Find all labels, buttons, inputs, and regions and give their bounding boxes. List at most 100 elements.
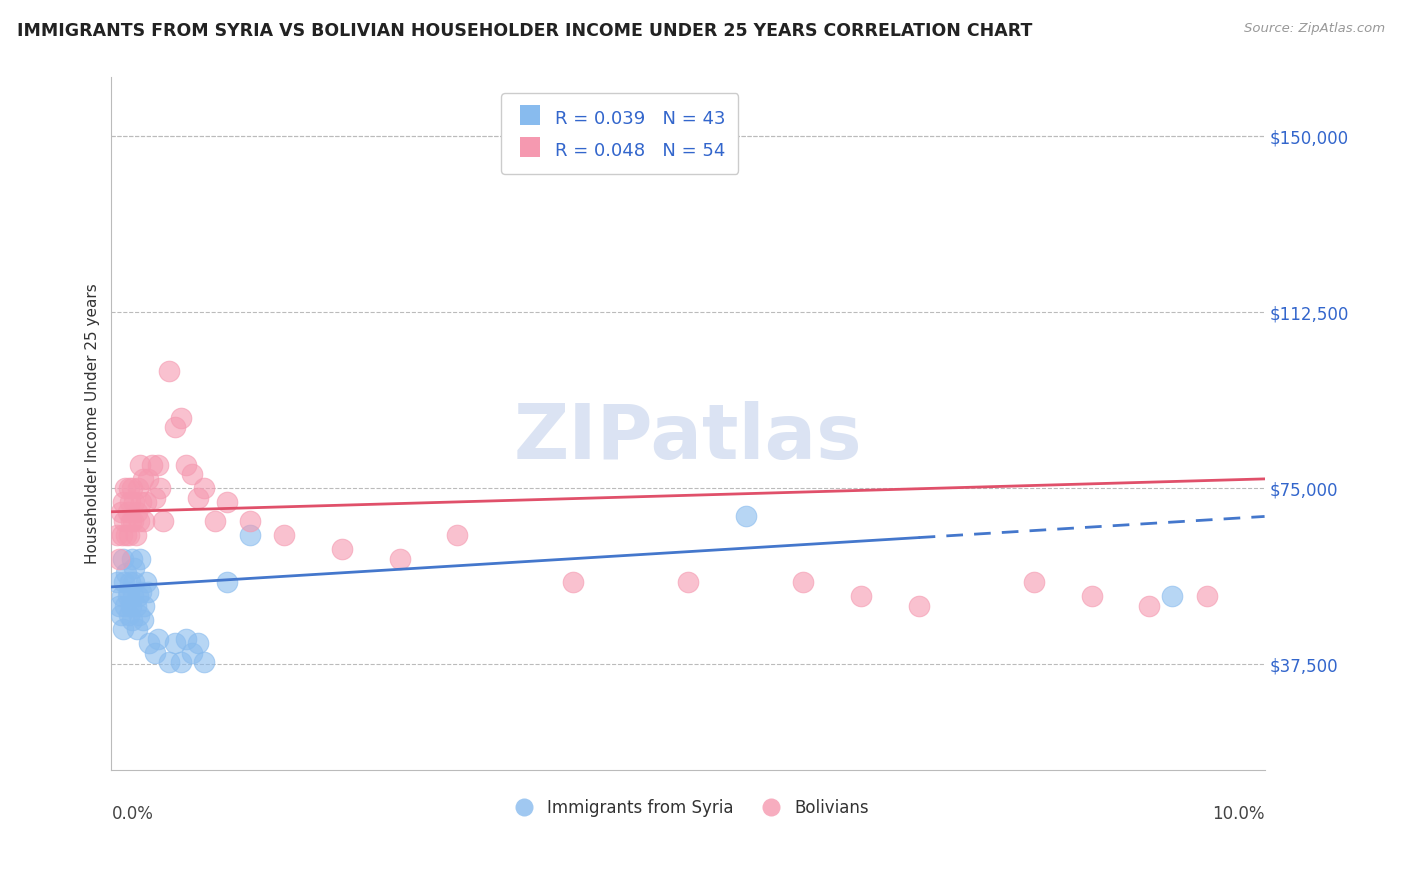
Point <box>561 575 583 590</box>
Point <box>1022 575 1045 590</box>
Point <box>157 655 180 669</box>
Point <box>163 636 186 650</box>
Point <box>1137 599 1160 613</box>
Point <box>112 575 135 590</box>
Point <box>120 514 142 528</box>
Point <box>135 575 157 590</box>
Point <box>128 514 150 528</box>
Point <box>136 584 159 599</box>
Point <box>124 575 146 590</box>
Point <box>121 551 143 566</box>
Point <box>1161 589 1184 603</box>
Point <box>792 575 814 590</box>
Point <box>1080 589 1102 603</box>
Text: IMMIGRANTS FROM SYRIA VS BOLIVIAN HOUSEHOLDER INCOME UNDER 25 YEARS CORRELATION : IMMIGRANTS FROM SYRIA VS BOLIVIAN HOUSEH… <box>17 22 1032 40</box>
Point <box>1195 589 1218 603</box>
Point <box>136 472 159 486</box>
Point <box>118 584 141 599</box>
Point <box>111 551 134 566</box>
Point <box>169 410 191 425</box>
Point <box>121 613 143 627</box>
Point <box>112 514 135 528</box>
Point <box>115 566 138 580</box>
Point <box>105 528 128 542</box>
Point <box>193 481 215 495</box>
Point <box>239 528 262 542</box>
Point <box>114 481 136 495</box>
Point <box>128 608 150 623</box>
Point <box>124 599 146 613</box>
Point <box>105 575 128 590</box>
Point <box>129 458 152 472</box>
Point <box>115 528 138 542</box>
Point <box>146 632 169 646</box>
Point <box>181 467 204 482</box>
Point <box>131 495 153 509</box>
Point <box>124 495 146 509</box>
Point <box>187 636 209 650</box>
Text: Source: ZipAtlas.com: Source: ZipAtlas.com <box>1244 22 1385 36</box>
Point <box>163 420 186 434</box>
Point <box>122 589 145 603</box>
Point <box>132 599 155 613</box>
Legend: Immigrants from Syria, Bolivians: Immigrants from Syria, Bolivians <box>501 793 875 824</box>
Point <box>124 528 146 542</box>
Point <box>125 622 148 636</box>
Point <box>120 599 142 613</box>
Point <box>111 622 134 636</box>
Point <box>135 495 157 509</box>
Point <box>676 575 699 590</box>
Point <box>169 655 191 669</box>
Point <box>111 589 134 603</box>
Point <box>138 636 160 650</box>
Point <box>146 458 169 472</box>
Point <box>127 589 149 603</box>
Point <box>149 481 172 495</box>
Point <box>118 481 141 495</box>
Point <box>108 551 131 566</box>
Point <box>118 575 141 590</box>
Point <box>125 505 148 519</box>
Point <box>215 495 238 509</box>
Point <box>388 551 411 566</box>
Point <box>111 528 134 542</box>
Point <box>131 472 153 486</box>
Point <box>131 613 153 627</box>
Point <box>118 495 141 509</box>
Point <box>849 589 872 603</box>
Text: 0.0%: 0.0% <box>111 805 153 822</box>
Point <box>131 584 153 599</box>
Point <box>181 646 204 660</box>
Point <box>176 458 198 472</box>
Point <box>734 509 756 524</box>
Point <box>117 589 139 603</box>
Point <box>907 599 929 613</box>
Point <box>108 599 131 613</box>
Point <box>124 561 146 575</box>
Y-axis label: Householder Income Under 25 years: Householder Income Under 25 years <box>86 284 100 564</box>
Point <box>122 514 145 528</box>
Point <box>110 505 132 519</box>
Point <box>204 514 226 528</box>
Point <box>187 491 209 505</box>
Point <box>141 458 163 472</box>
Point <box>143 646 166 660</box>
Point <box>239 514 262 528</box>
Point <box>330 542 353 557</box>
Point <box>127 481 149 495</box>
Point <box>121 481 143 495</box>
Point <box>157 364 180 378</box>
Point <box>193 655 215 669</box>
Point <box>129 551 152 566</box>
Point <box>117 505 139 519</box>
Point <box>110 608 132 623</box>
Text: 10.0%: 10.0% <box>1212 805 1264 822</box>
Point <box>273 528 295 542</box>
Point <box>114 599 136 613</box>
Point <box>143 491 166 505</box>
Point <box>152 514 174 528</box>
Point <box>176 632 198 646</box>
Point <box>118 608 141 623</box>
Point <box>118 528 141 542</box>
Text: ZIPatlas: ZIPatlas <box>513 401 862 475</box>
